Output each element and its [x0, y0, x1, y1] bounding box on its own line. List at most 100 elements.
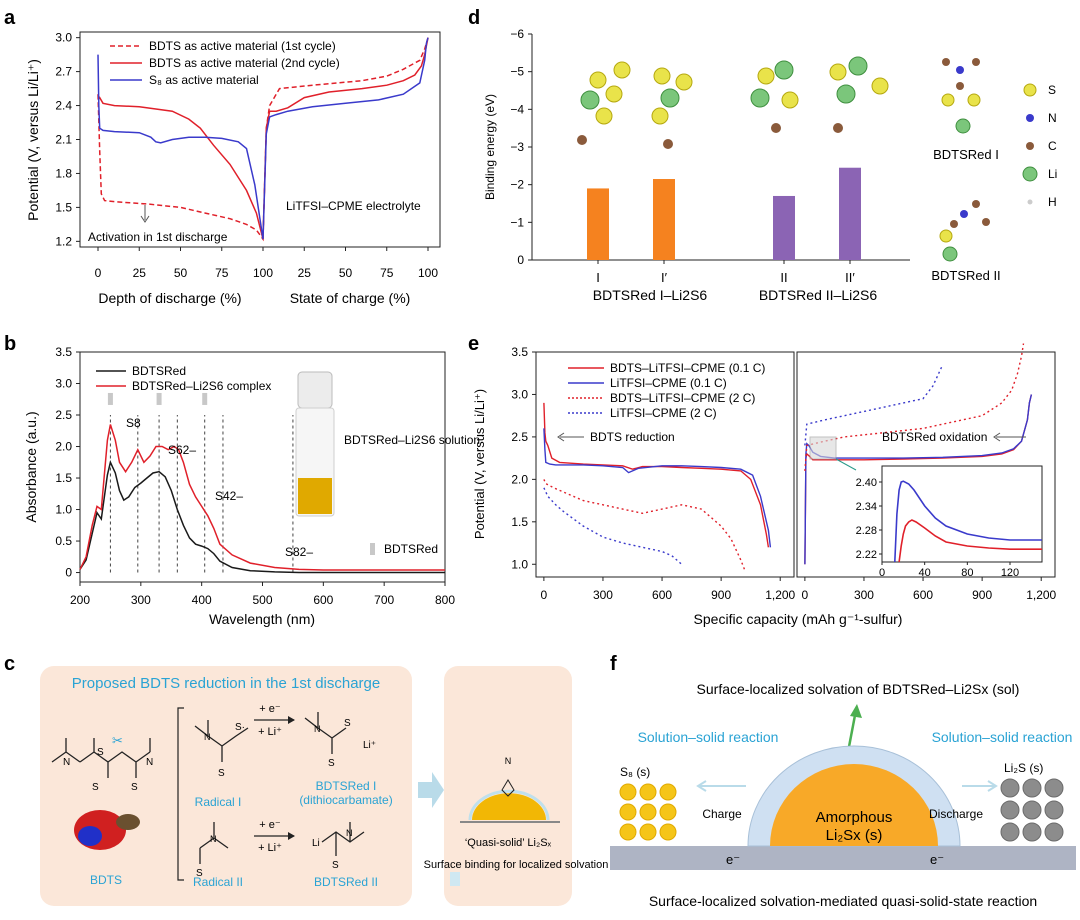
inset-y-label: 2.28 [856, 525, 877, 537]
mol2-n [960, 210, 968, 218]
series-line-1 [97, 37, 429, 242]
legend-b-marker-text: BDTSRed [384, 542, 438, 556]
legend-e-text-3: BDTS–LiTFSI–CPME (2 C) [610, 391, 755, 405]
product-1-s-bottom: S [328, 758, 335, 769]
inset-frame [881, 465, 1043, 563]
atom-legend-n: N [1048, 111, 1057, 125]
discharge-line-2 [543, 428, 772, 548]
electron-right: e⁻ [930, 852, 944, 867]
orbital-molecule [116, 814, 140, 830]
y-tick-label: 1.5 [55, 200, 72, 214]
product-1-n: N [314, 724, 321, 734]
cluster-renders [577, 56, 889, 149]
cluster-s-atom [653, 67, 671, 85]
s8-particle [639, 823, 657, 841]
panel-e-x-ticks: 0 0 300 300 600 600 900 900 1,200 1,200 [541, 577, 1057, 602]
atom-legend-li: Li [1048, 167, 1057, 181]
zoom-region [809, 436, 837, 460]
reduction-arrowhead [557, 432, 565, 442]
solvation-arrow [846, 709, 858, 753]
radical-1-label: Radical I [195, 795, 242, 809]
discharge-line-1 [543, 402, 770, 548]
cluster-s-atom [829, 63, 847, 81]
panel-f-title: Surface-localized solvation of BDTSRed–L… [697, 681, 1020, 697]
panel-c-title: Proposed BDTS reduction in the 1st disch… [72, 675, 381, 692]
x-tick-label: 300 [131, 593, 151, 607]
x-tick-label: 25 [133, 266, 147, 280]
x-tick-label: 0 [95, 266, 102, 280]
atom-legend-s: S [1048, 83, 1056, 97]
peak-marker [156, 392, 162, 405]
mol1-c [972, 58, 980, 66]
mol1-c [956, 82, 964, 90]
substrate-bar [610, 846, 1076, 870]
vial-illustration [295, 371, 335, 517]
amorphous-core [770, 764, 938, 846]
y-tick-label: 2.0 [511, 472, 528, 486]
radical-2-structure [199, 822, 229, 864]
mol1-li [955, 118, 971, 134]
cluster-li-atom [750, 88, 770, 108]
x-tick-label: 800 [435, 593, 455, 607]
x-tick-label: 50 [339, 266, 353, 280]
panel-f-caption: Surface-localized solvation-mediated qua… [649, 893, 1037, 909]
cluster-s-atom [781, 91, 799, 109]
panel-e-xlabel: Specific capacity (mAh g⁻¹-sulfur) [694, 611, 903, 627]
y-tick-label: 0 [65, 566, 72, 580]
panel-c-box-main [40, 666, 412, 906]
quasi-solid-dome [472, 793, 546, 820]
mol2-li [942, 246, 958, 262]
panel-a-y-ticks: 1.2 1.5 1.8 2.1 2.4 2.7 3.0 [55, 31, 80, 248]
mol1-n [956, 66, 964, 74]
x-tick-label: 900 [711, 588, 731, 602]
cluster-li-atom [660, 88, 680, 108]
product-2-li: Li [312, 838, 320, 849]
discharge-line-3 [543, 479, 746, 571]
product-1-label: BDTSRed I [316, 779, 377, 793]
x-tick-label: 600 [313, 593, 333, 607]
panel-b-ylabel: Absorbance (a.u.) [23, 411, 39, 522]
s8-particle [639, 803, 657, 821]
x-tick-label: 600 [652, 588, 672, 602]
li2s-particle [1000, 778, 1020, 798]
cluster-c-atom [577, 135, 587, 145]
panel-e-right-frame [796, 351, 1056, 578]
inset-x-label: 0 [879, 567, 885, 579]
charge-line-4 [804, 364, 944, 446]
x-tick-label: II′ [845, 270, 855, 285]
panel-a-x-ticks: 0 25 50 75 100 25 50 75 100 [95, 247, 438, 280]
y-tick-label: 1.5 [511, 515, 528, 529]
quasi-solid-molecule [501, 779, 515, 797]
quasi-solid-label: ‘Quasi-solid’ Li₂Sₓ [465, 837, 552, 849]
atom-legend-h: H [1048, 195, 1057, 209]
cluster-c-atom [771, 123, 781, 133]
y-tick-label: −2 [510, 178, 524, 192]
oxidation-label: BDTSRed oxidation [882, 430, 987, 444]
li2s-particle [1044, 778, 1064, 798]
li2s-particle [1044, 822, 1064, 842]
panel-a-activation-note: Activation in 1st discharge [88, 230, 228, 244]
li2s-particle [1022, 778, 1042, 798]
s8-particle [619, 803, 637, 821]
vial-caption-1: BDTSRed–Li2S6 solution [344, 433, 480, 447]
x-tick-label: 1,200 [1026, 588, 1056, 602]
y-tick-label: 3.0 [55, 31, 72, 45]
product-1-sublabel: (dithiocarbamate) [299, 793, 392, 807]
peak-label-s8-dianion: S82– [285, 545, 313, 559]
s8-particle [659, 803, 677, 821]
panel-a-electrolyte-note: LiTFSI–CPME electrolyte [286, 199, 421, 213]
bdts-n-1: N [63, 757, 70, 768]
s8-particle [619, 783, 637, 801]
inset-y-label: 2.40 [856, 477, 877, 489]
bar-3 [773, 195, 795, 260]
panel-b-y-ticks: 0 0.5 1.0 1.5 2.0 2.5 3.0 3.5 [55, 345, 80, 580]
arrow-1-top: + e⁻ [259, 703, 281, 715]
y-tick-label: 3.5 [55, 345, 72, 359]
atom-legend-c: C [1048, 139, 1057, 153]
x-tick-label: II [780, 270, 787, 285]
y-tick-label: 0.5 [55, 534, 72, 548]
orbital-blue [78, 826, 102, 846]
x-tick-label: 400 [192, 593, 212, 607]
s8-particles [619, 783, 677, 841]
